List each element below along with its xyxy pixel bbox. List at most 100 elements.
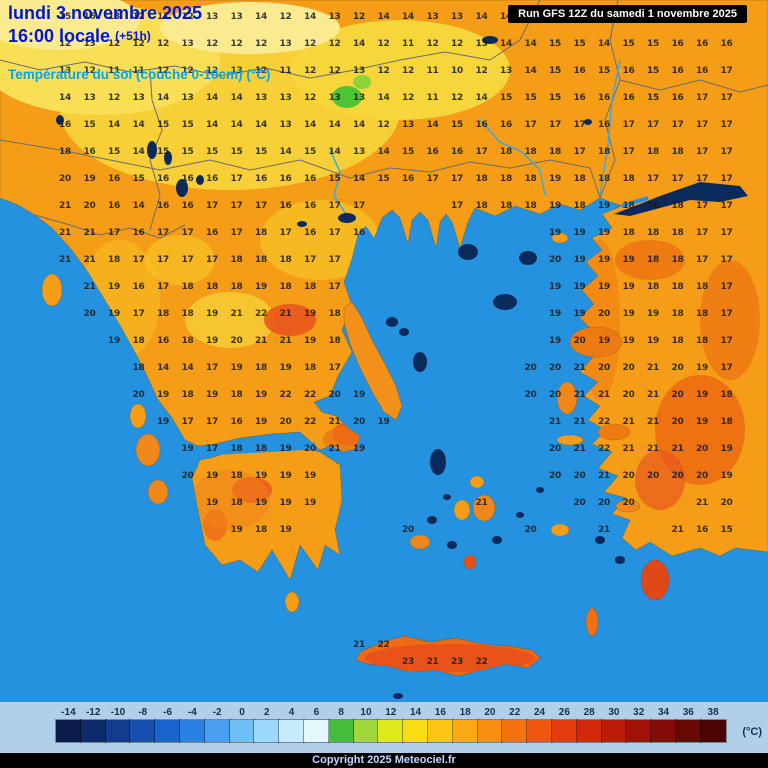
legend-cell: 14 bbox=[402, 707, 429, 743]
legend-cell: -2 bbox=[203, 707, 231, 743]
legend-tick-label: 32 bbox=[633, 707, 645, 718]
legend-color-swatch bbox=[699, 719, 727, 743]
rhodes-island bbox=[640, 559, 670, 601]
rivers bbox=[329, 59, 621, 215]
legend-cell: 4 bbox=[278, 707, 305, 743]
legend-tick-label: -12 bbox=[85, 707, 101, 718]
legend-color-swatch bbox=[625, 719, 653, 743]
legend-cell: 30 bbox=[600, 707, 628, 743]
legend-tick-label: -14 bbox=[61, 707, 76, 718]
sea-of-marmara bbox=[614, 182, 748, 216]
legend-cell: 16 bbox=[426, 707, 454, 743]
legend-cell: 2 bbox=[253, 707, 281, 743]
legend-color-swatch bbox=[104, 719, 132, 743]
forecast-hour-offset: (+51h) bbox=[115, 29, 151, 43]
legend-color-swatch bbox=[327, 719, 355, 743]
temperature-color-scale: -14 -12 -10 -8 -6 -4 -2 0 2 4 6 8 10 12 14 16 18 20 22 24 26… bbox=[0, 702, 768, 753]
forecast-time-local: 16:00 locale bbox=[8, 26, 111, 46]
legend-cell: 10 bbox=[352, 707, 380, 743]
legend-cell: 22 bbox=[501, 707, 529, 743]
kythira-island bbox=[284, 591, 300, 613]
model-run-info: Run GFS 12Z du samedi 1 novembre 2025 bbox=[508, 5, 747, 23]
gulfs bbox=[204, 196, 649, 456]
lakes-group bbox=[56, 36, 748, 227]
kos-island bbox=[615, 499, 641, 513]
legend-color-swatch bbox=[79, 719, 107, 743]
legend-tick-label: 12 bbox=[385, 707, 397, 718]
legend-tick-label: 0 bbox=[239, 707, 245, 718]
legend-color-swatch bbox=[476, 719, 504, 743]
copyright-bar: Copyright 2025 Meteociel.fr bbox=[0, 753, 768, 768]
legend-tick-label: 24 bbox=[533, 707, 546, 718]
country-borders bbox=[0, 0, 768, 239]
legend-color-swatch bbox=[154, 719, 181, 743]
legend-color-swatch bbox=[178, 719, 206, 743]
legend-tick-label: 14 bbox=[409, 707, 422, 718]
legend-color-swatch bbox=[600, 719, 628, 743]
legend-color-swatch bbox=[402, 719, 429, 743]
legend-cell: -12 bbox=[79, 707, 107, 743]
legend-tick-label: -2 bbox=[212, 707, 222, 718]
forecast-time: 16:00 locale (+51h) bbox=[8, 26, 151, 47]
naxos-island bbox=[472, 494, 496, 522]
legend-cell: 0 bbox=[228, 707, 256, 743]
legend-tick-label: 10 bbox=[360, 707, 372, 718]
legend-tick-label: 22 bbox=[509, 707, 521, 718]
legend-color-swatch bbox=[501, 719, 529, 743]
legend-tick-label: 6 bbox=[313, 707, 320, 718]
legend-cell: 20 bbox=[476, 707, 504, 743]
map-parameter-title: Température du sol (couche 0-10cm) (°C) bbox=[8, 67, 271, 82]
legend-color-swatch bbox=[228, 719, 256, 743]
color-scale-cells: -14 -12 -10 -8 -6 -4 -2 0 2 4 6 8 10 12 14 16 18 20 22 24 26… bbox=[55, 707, 727, 743]
islands-group bbox=[41, 232, 670, 637]
legend-cell: -14 bbox=[55, 707, 82, 743]
gulf-of-corinth bbox=[204, 442, 316, 456]
legend-color-swatch bbox=[302, 719, 330, 743]
chios-island bbox=[556, 381, 578, 415]
legend-color-swatch bbox=[55, 719, 82, 743]
legend-cell: 26 bbox=[550, 707, 578, 743]
dardanelles-strait bbox=[621, 196, 649, 208]
legend-color-swatch bbox=[278, 719, 305, 743]
copyright-link[interactable]: Copyright 2025 Meteociel.fr bbox=[312, 754, 456, 766]
legend-cell: 24 bbox=[526, 707, 553, 743]
santorini-island bbox=[463, 554, 477, 570]
legend-color-swatch bbox=[674, 719, 702, 743]
legend-cell: 32 bbox=[625, 707, 653, 743]
legend-color-swatch bbox=[526, 719, 553, 743]
legend-color-swatch bbox=[352, 719, 380, 743]
legend-cell: 34 bbox=[650, 707, 677, 743]
legend-color-swatch bbox=[203, 719, 231, 743]
legend-tick-label: 20 bbox=[484, 707, 496, 718]
legend-tick-label: 38 bbox=[707, 707, 719, 718]
legend-cell: -4 bbox=[178, 707, 206, 743]
euboea-island bbox=[343, 301, 403, 421]
milos-island bbox=[409, 534, 431, 550]
legend-tick-label: -10 bbox=[110, 707, 126, 718]
legend-tick-label: -8 bbox=[138, 707, 148, 718]
legend-cell: 12 bbox=[377, 707, 405, 743]
kefalonia-island bbox=[135, 433, 161, 467]
legend-tick-label: -4 bbox=[187, 707, 197, 718]
legend-cell: -10 bbox=[104, 707, 132, 743]
legend-color-swatch bbox=[426, 719, 454, 743]
dark-islets-group bbox=[386, 244, 625, 699]
corfu-island bbox=[41, 273, 63, 307]
legend-cell: 38 bbox=[699, 707, 727, 743]
legend-cell: 18 bbox=[451, 707, 479, 743]
legend-cell: 8 bbox=[327, 707, 355, 743]
legend-tick-label: 34 bbox=[657, 707, 670, 718]
legend-tick-label: -6 bbox=[163, 707, 173, 718]
legend-cell: 6 bbox=[302, 707, 330, 743]
legend-color-swatch bbox=[451, 719, 479, 743]
legend-cell: -6 bbox=[154, 707, 181, 743]
legend-tick-label: 8 bbox=[338, 707, 344, 718]
legend-color-swatch bbox=[129, 719, 157, 743]
forecast-date: lundi 3 novembre 2025 bbox=[8, 3, 203, 23]
legend-tick-label: 36 bbox=[682, 707, 694, 718]
legend-tick-label: 28 bbox=[583, 707, 595, 718]
legend-color-swatch bbox=[253, 719, 281, 743]
legend-color-swatch bbox=[377, 719, 405, 743]
